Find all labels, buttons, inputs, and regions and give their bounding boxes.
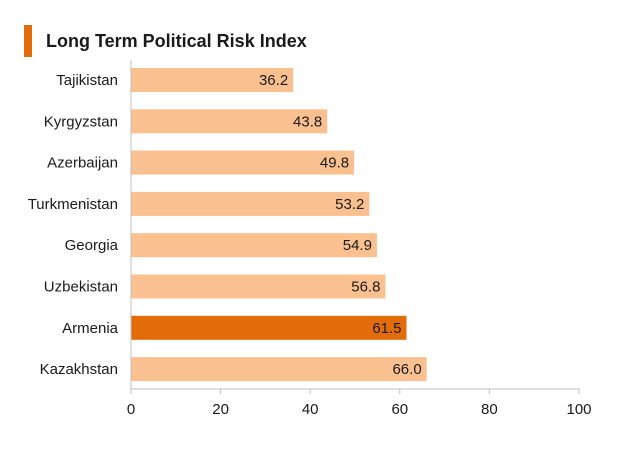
chart-title: Long Term Political Risk Index — [46, 30, 307, 51]
bar-turkmenistan — [131, 191, 370, 216]
value-label: 54.9 — [343, 237, 372, 254]
category-label: Kazakhstan — [40, 361, 118, 378]
x-tick-label: 40 — [302, 401, 319, 418]
x-tick-label: 60 — [391, 401, 408, 418]
value-label: 49.8 — [320, 155, 349, 172]
value-label: 56.8 — [351, 279, 380, 296]
value-label: 43.8 — [293, 113, 322, 130]
bar-azerbaijan — [131, 150, 355, 175]
category-label: Kyrgyzstan — [44, 113, 118, 130]
bar-armenia — [131, 315, 407, 340]
category-label: Armenia — [62, 320, 119, 337]
x-tick-label: 100 — [566, 401, 591, 418]
value-label: 61.5 — [372, 320, 401, 337]
bar-tajikistan — [131, 68, 294, 92]
bar-kazakhstan — [131, 357, 427, 382]
x-tick-label: 20 — [212, 401, 229, 418]
category-label: Georgia — [65, 237, 119, 254]
bar-kyrgyzstan — [131, 109, 328, 134]
category-label: Azerbaijan — [47, 155, 118, 172]
value-label: 36.2 — [259, 72, 288, 89]
title-accent-bar — [24, 25, 32, 57]
category-label: Uzbekistan — [44, 279, 118, 296]
x-tick-label: 80 — [481, 401, 498, 418]
bar-uzbekistan — [131, 274, 386, 299]
chart-title-block: Long Term Political Risk Index — [24, 24, 307, 58]
x-tick-label: 0 — [127, 401, 135, 418]
value-label: 66.0 — [392, 361, 421, 378]
value-label: 53.2 — [335, 196, 364, 213]
category-label: Turkmenistan — [28, 196, 118, 213]
category-label: Tajikistan — [56, 72, 118, 89]
bar-georgia — [131, 233, 377, 258]
